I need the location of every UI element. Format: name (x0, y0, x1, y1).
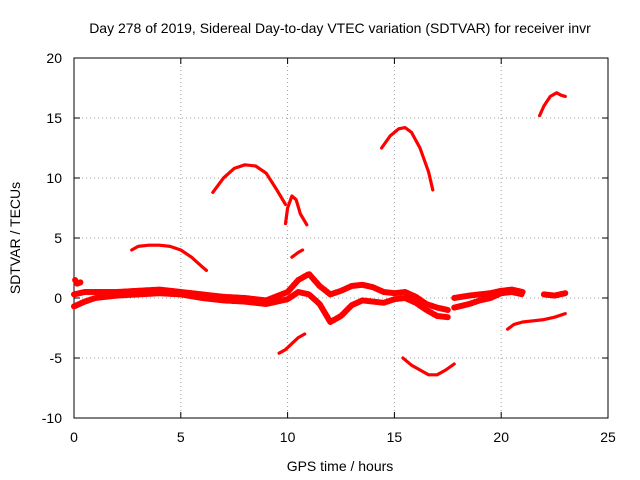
x-tick-label: 25 (600, 429, 616, 445)
y-axis-label: SDTVAR / TECUs (7, 182, 23, 294)
x-tick-label: 20 (493, 429, 509, 445)
ticks-layer: 0 5 10 15 20 25 -10 -5 0 5 10 15 20 (42, 50, 616, 445)
x-tick-label: 0 (70, 429, 78, 445)
y-tick-label: 10 (46, 170, 62, 186)
y-tick-label: 0 (54, 290, 62, 306)
series-arc-c (283, 194, 309, 227)
grid-layer (74, 58, 608, 418)
series-arc-b (211, 163, 288, 206)
series-arc-h (401, 356, 456, 377)
x-tick-label: 15 (387, 429, 403, 445)
series-layer (71, 91, 569, 377)
chart-title: Day 278 of 2019, Sidereal Day-to-day VTE… (89, 20, 591, 36)
y-tick-label: -5 (50, 350, 63, 366)
y-tick-label: -10 (42, 410, 62, 426)
series-baseline-band-lower (71, 289, 451, 325)
series-late-band-lower (451, 289, 526, 311)
series-early-spike (72, 277, 84, 287)
y-tick-label: 15 (46, 110, 62, 126)
x-tick-label: 5 (177, 429, 185, 445)
y-tick-label: 5 (54, 230, 62, 246)
x-tick-label: 10 (280, 429, 296, 445)
series-arc-g (277, 332, 307, 355)
y-tick-label: 20 (46, 50, 62, 66)
series-arc-f (537, 91, 567, 118)
series-arc-i (506, 312, 567, 331)
x-axis-label: GPS time / hours (287, 458, 394, 474)
series-fragment-d (290, 248, 305, 259)
series-baseline-band-upper (71, 271, 451, 313)
series-late-fragment (540, 290, 569, 299)
series-arc-a (130, 243, 208, 272)
series-arc-e (380, 125, 435, 192)
